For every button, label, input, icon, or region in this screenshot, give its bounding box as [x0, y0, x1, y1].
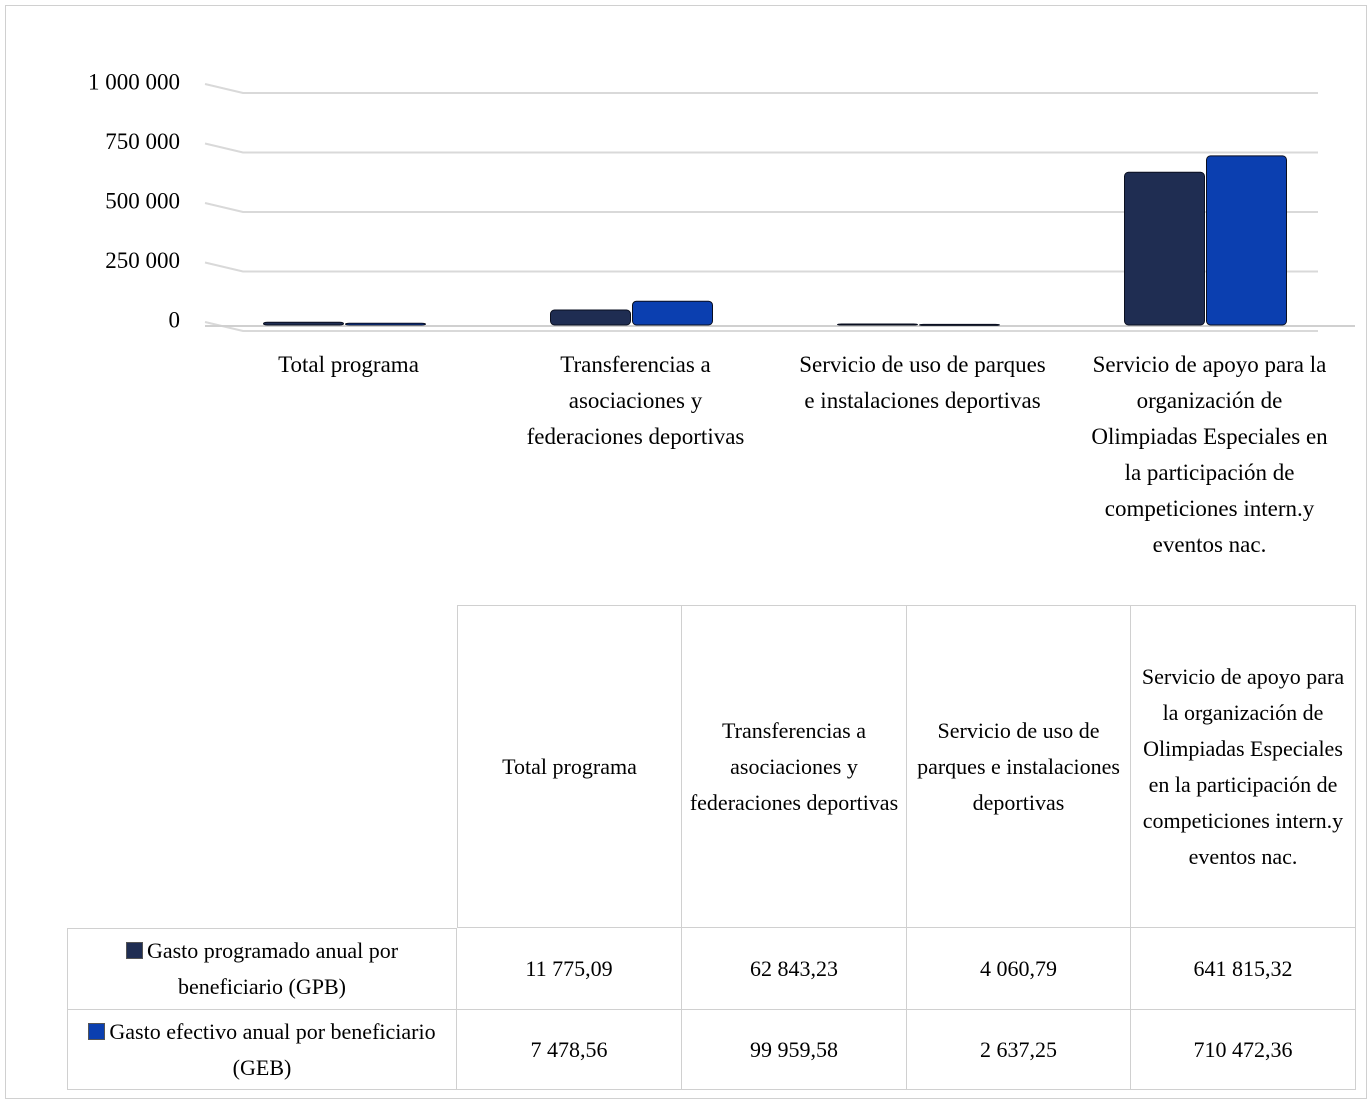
- legend-text: Gasto programado anual por beneficiario …: [146, 938, 399, 999]
- table-cell: 11 775,09: [457, 928, 682, 1010]
- legend-key: [88, 1022, 106, 1040]
- y-tick-label: 500 000: [105, 188, 180, 213]
- table-cell: 641 815,32: [1131, 928, 1356, 1010]
- legend-label: Gasto efectivo anual por beneficiario (G…: [72, 1014, 452, 1086]
- bar: [919, 323, 1000, 326]
- x-tick-label: Servicio de uso de parques e instalacion…: [799, 352, 1046, 413]
- legend-text: Gasto efectivo anual por beneficiario (G…: [109, 1018, 436, 1080]
- x-tick-label: Transferencias a asociaciones y federaci…: [526, 352, 745, 449]
- y-tick-label: 250 000: [105, 248, 180, 273]
- bar: [345, 322, 426, 326]
- bar: [837, 323, 918, 326]
- table-header: Servicio de apoyo para la organización d…: [1131, 605, 1356, 928]
- bar: [1206, 155, 1287, 326]
- table-cell: 7 478,56: [457, 1010, 682, 1090]
- bar: [550, 309, 631, 326]
- table-cell: 4 060,79: [907, 928, 1131, 1010]
- table-cell: 2 637,25: [907, 1010, 1131, 1090]
- table-cell: 62 843,23: [682, 928, 907, 1010]
- y-tick-label: 1 000 000: [88, 69, 180, 94]
- legend-key: [125, 942, 143, 959]
- table-cell: 710 472,36: [1131, 1010, 1356, 1090]
- grid-line: [204, 261, 1318, 273]
- bar: [632, 300, 713, 326]
- y-tick-label: 0: [169, 307, 181, 332]
- table-header: Total programa: [457, 605, 682, 928]
- grid-line: [204, 83, 1318, 94]
- chart-frame: [5, 5, 1367, 1099]
- legend-label: Gasto programado anual por beneficiario …: [72, 933, 452, 1005]
- x-tick-label: Total programa: [278, 352, 419, 377]
- legend-entry: Gasto efectivo anual por beneficiario (G…: [67, 1010, 457, 1090]
- x-tick-label: Servicio de apoyo para la organización d…: [1091, 352, 1328, 557]
- legend-entry: Gasto programado anual por beneficiario …: [67, 928, 457, 1010]
- grid-line: [204, 142, 1318, 154]
- table-cell: 99 959,58: [682, 1010, 907, 1090]
- table-header: Servicio de uso de parques e instalacion…: [907, 605, 1131, 928]
- table-header: Transferencias a asociaciones y federaci…: [682, 605, 907, 928]
- y-tick-label: 750 000: [105, 129, 180, 154]
- grid-line: [204, 202, 1318, 213]
- bar: [263, 321, 344, 326]
- bar: [1124, 171, 1205, 326]
